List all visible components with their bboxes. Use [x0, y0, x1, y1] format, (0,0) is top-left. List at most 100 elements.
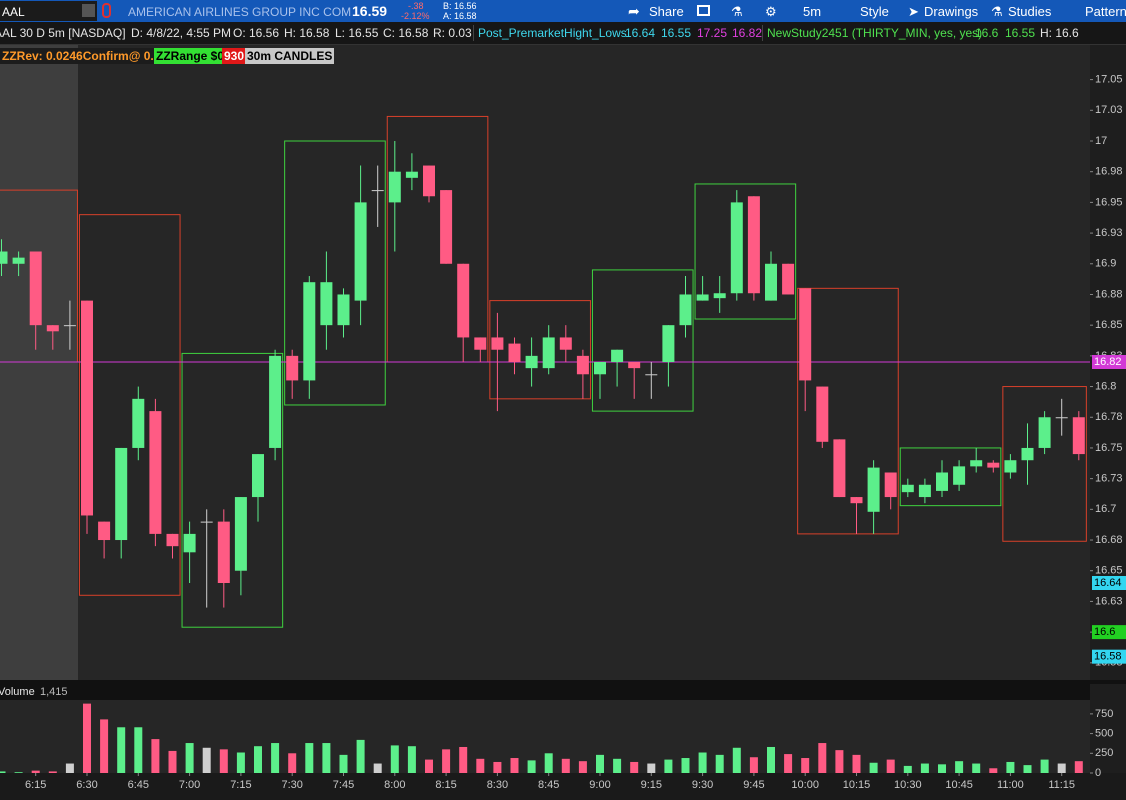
patterns-button[interactable]: Patterns — [1085, 4, 1126, 19]
candle-body — [713, 293, 726, 299]
candle-body — [320, 282, 333, 326]
study-value: 16.82 — [732, 26, 763, 40]
x-tick-label: 10:30 — [894, 779, 922, 791]
candle-body — [645, 374, 658, 376]
drawings-button[interactable]: Drawings — [924, 4, 979, 19]
candle-body — [0, 251, 8, 264]
volume-bar — [681, 758, 690, 773]
studies-icon[interactable]: ⚗ — [991, 4, 1003, 19]
study-value: 16.55 — [1005, 26, 1036, 40]
candle-body — [286, 355, 299, 381]
candle-body — [149, 411, 162, 534]
study-value: 16.64 — [625, 26, 656, 40]
volume-bar — [271, 743, 280, 773]
volume-bar — [373, 763, 382, 773]
separator — [473, 25, 474, 41]
y-tick-label: 16.98 — [1095, 166, 1123, 178]
candle-body — [234, 497, 247, 571]
candle-body — [98, 521, 111, 541]
price-marker-label: 16.82 — [1094, 356, 1122, 368]
volume-bar — [938, 764, 946, 773]
flask-icon[interactable]: ⚗ — [731, 4, 743, 19]
volume-bar — [989, 768, 998, 773]
candle-body — [1021, 447, 1034, 461]
candle-body — [525, 355, 538, 369]
candle-body — [63, 325, 76, 327]
candle-body — [799, 288, 812, 381]
volume-bar — [596, 754, 604, 773]
volume-bar — [219, 749, 228, 773]
symbol[interactable]: AAL — [2, 5, 25, 19]
volume-bar — [664, 759, 673, 773]
x-tick-label: 9:30 — [692, 779, 713, 791]
volume-bar — [527, 760, 536, 773]
volume-bar — [1074, 761, 1083, 773]
volume-bar — [715, 754, 724, 773]
style-button[interactable]: Style — [860, 4, 889, 19]
x-tick-label: 7:00 — [179, 779, 200, 791]
price-marker-label: 16.64 — [1094, 577, 1122, 589]
study-name[interactable]: Post_PremarketHight_Lows — [478, 26, 627, 40]
candle-body — [559, 337, 572, 350]
volume-bar — [749, 757, 758, 773]
candle-body — [81, 300, 93, 516]
y-tick-label: 16.85 — [1095, 319, 1123, 331]
time-axis — [0, 773, 1126, 800]
candle-body — [46, 325, 59, 332]
range-box — [181, 352, 284, 628]
price-marker — [1092, 355, 1126, 369]
volume-bar — [236, 752, 245, 773]
share-icon[interactable]: ➦ — [628, 3, 640, 19]
candle-body — [628, 362, 641, 369]
candle-body — [388, 171, 401, 203]
candle-body — [936, 472, 948, 491]
candle-body — [474, 337, 487, 350]
volume-bar — [31, 770, 40, 773]
volume-bar — [356, 739, 365, 773]
volume-bar — [339, 754, 348, 773]
volume-bar — [1040, 759, 1049, 773]
range-box — [1002, 386, 1087, 542]
volume-bar — [390, 745, 399, 773]
share-button[interactable]: Share — [649, 4, 684, 19]
volume-bar — [168, 750, 177, 773]
candle-body — [901, 484, 914, 493]
y-tick-label: 16.7 — [1095, 503, 1116, 515]
volume-bar — [818, 743, 827, 773]
x-tick-label: 7:15 — [230, 779, 251, 791]
volume-value: 1,415 — [40, 686, 68, 698]
volume-label: Volume — [0, 686, 35, 698]
candle-body — [918, 484, 931, 498]
volume-tick-label: 0 — [1095, 767, 1101, 779]
candle-body — [217, 521, 230, 584]
candle-body — [269, 355, 282, 448]
drawings-icon[interactable]: ➤ — [908, 4, 919, 19]
candle-body — [833, 439, 846, 498]
timeframe-button[interactable]: 5m — [803, 4, 822, 19]
volume-tick-label: 500 — [1095, 727, 1113, 739]
alert-icon[interactable] — [102, 3, 111, 18]
volume-bar — [647, 763, 656, 773]
candle-body — [440, 190, 453, 264]
x-tick-label: 6:45 — [128, 779, 149, 791]
volume-bar — [869, 762, 878, 773]
zzrev-label: ZZRev: 0.0246Confirm@ 0.05 — [0, 48, 170, 64]
volume-bar — [407, 746, 416, 773]
candle-body — [730, 202, 743, 294]
candle-body — [405, 171, 418, 178]
volume-tick-label: 750 — [1095, 708, 1113, 720]
last-price: 16.59 — [352, 3, 388, 19]
study-name[interactable]: NewStudy2451 (THIRTY_MIN, yes, yes) — [767, 26, 983, 40]
x-tick-label: 7:30 — [281, 779, 302, 791]
volume-bar — [903, 765, 912, 773]
symbol-dropdown[interactable] — [82, 4, 95, 17]
symbol-box[interactable] — [0, 1, 97, 21]
candle-body — [337, 294, 350, 326]
studies-button[interactable]: Studies — [1008, 4, 1052, 19]
range-boxes — [0, 115, 1087, 628]
snapshot-icon[interactable] — [697, 5, 710, 16]
volume-bar — [578, 761, 587, 773]
settings-icon[interactable]: ⚙ — [765, 4, 777, 19]
candle-body — [987, 462, 1000, 468]
x-tick-label: 8:00 — [384, 779, 405, 791]
